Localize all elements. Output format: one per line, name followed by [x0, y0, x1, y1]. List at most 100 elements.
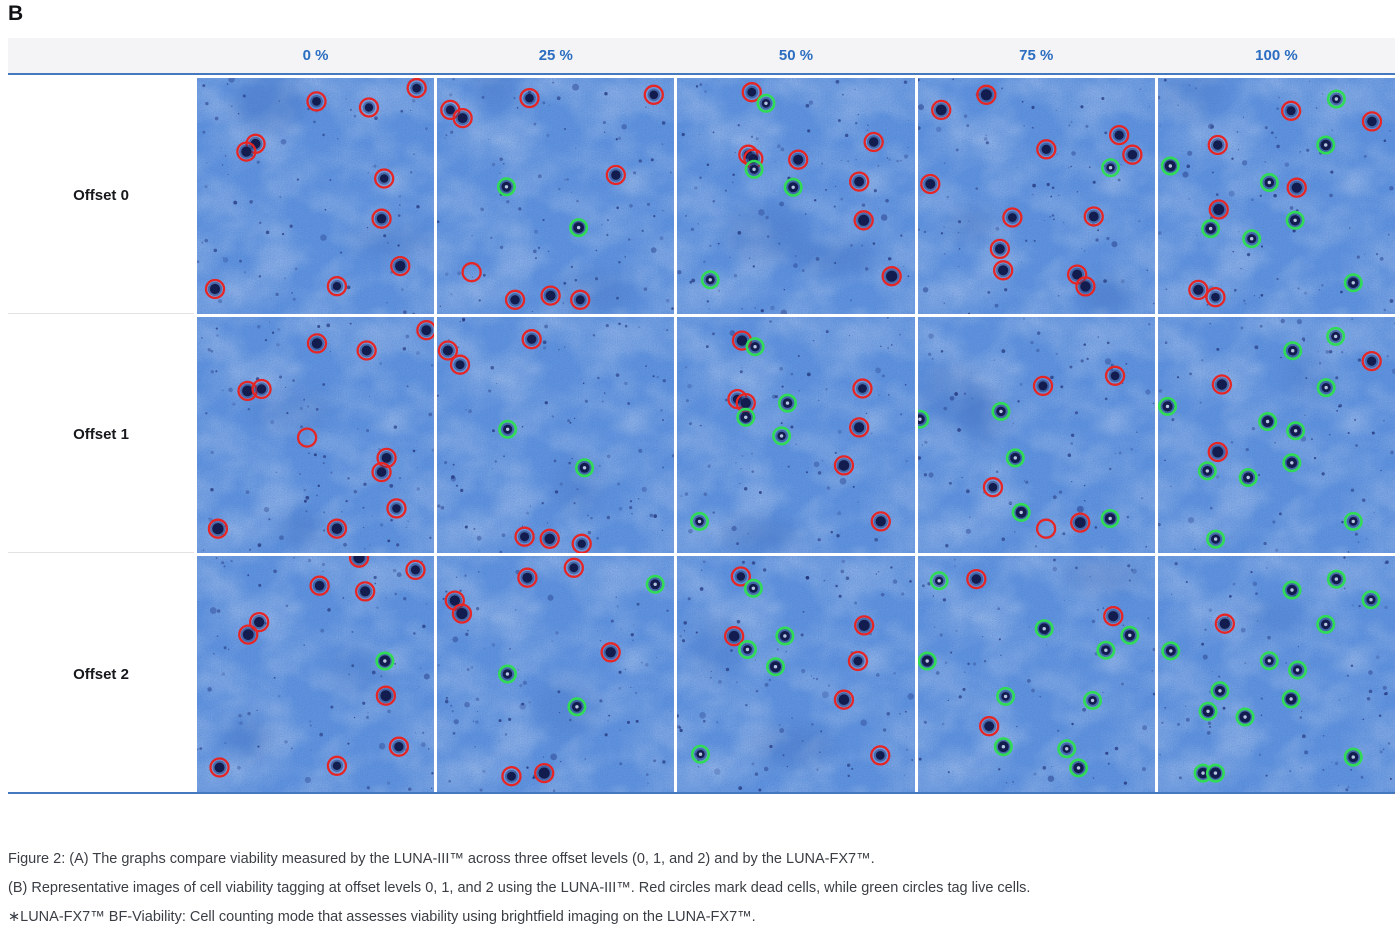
image-grid-table: 0 % 25 % 50 % 75 % 100 % Offset 0 Offset…	[8, 38, 1395, 794]
caption-line-3: ∗LUNA-FX7™ BF-Viability: Cell counting m…	[8, 909, 756, 925]
caption-line-2: (B) Representative images of cell viabil…	[8, 880, 1031, 896]
row-label-offset-1: Offset 1	[8, 317, 194, 553]
dead-cell-marker	[207, 518, 229, 539]
micrograph-offset2-50pct	[677, 556, 915, 792]
live-cell-marker	[993, 737, 1013, 757]
dead-cell-marker	[405, 559, 426, 581]
dead-cell-marker	[853, 210, 875, 231]
live-cell-marker	[1197, 461, 1217, 481]
micrograph-offset2-25pct	[437, 556, 675, 792]
micrograph-offset0-0pct	[197, 78, 435, 314]
dead-cell-marker	[989, 238, 1010, 260]
live-cell-marker	[1082, 690, 1102, 710]
empty-dead-marker	[296, 427, 318, 448]
dead-cell-marker	[570, 289, 591, 310]
dead-cell-marker	[386, 498, 407, 519]
row-offset-0: Offset 0	[8, 78, 1395, 314]
live-cell-marker	[498, 419, 518, 439]
live-cell-marker	[1157, 396, 1177, 416]
live-cell-marker	[1235, 707, 1255, 727]
dead-cell-marker	[306, 91, 327, 112]
dead-cell-marker	[248, 611, 270, 633]
live-cell-marker	[498, 664, 518, 684]
live-cell-marker	[784, 177, 804, 197]
micrograph-offset1-100pct	[1157, 317, 1395, 553]
dead-cell-marker	[209, 757, 230, 778]
dead-cell-marker	[852, 378, 874, 399]
row-label-offset-0: Offset 0	[8, 78, 194, 314]
row-offset-1: Offset 1	[8, 317, 1395, 553]
live-cell-marker	[1285, 210, 1305, 230]
empty-dead-marker	[461, 262, 482, 283]
live-cell-marker	[772, 426, 792, 446]
live-cell-marker	[1034, 619, 1054, 639]
live-cell-marker	[1005, 448, 1025, 468]
live-cell-marker	[1056, 739, 1076, 759]
dead-cell-marker	[1108, 124, 1129, 146]
dead-cell-marker	[204, 278, 226, 300]
micrograph-offset0-50pct	[677, 78, 915, 314]
micrograph-offset0-75pct	[917, 78, 1155, 314]
micrograph-offset0-25pct	[437, 78, 675, 314]
dead-cell-marker	[992, 260, 1013, 281]
live-cell-marker	[1326, 89, 1346, 109]
live-cell-marker	[1326, 569, 1346, 589]
dead-cell-marker	[965, 568, 987, 590]
live-cell-marker	[736, 407, 756, 427]
dead-cell-marker	[731, 566, 752, 587]
dead-cell-marker	[451, 603, 473, 624]
live-cell-marker	[1259, 173, 1279, 193]
dead-cell-marker	[881, 266, 903, 287]
dead-cell-marker	[870, 745, 891, 766]
dead-cell-marker	[724, 626, 745, 647]
dead-cell-marker	[788, 149, 809, 170]
caption-line-1: Figure 2: (A) The graphs compare viabili…	[8, 851, 875, 867]
live-cell-marker	[497, 177, 517, 197]
dilution-header-row: 0 % 25 % 50 % 75 % 100 %	[8, 38, 1395, 75]
live-cell-marker	[1282, 580, 1302, 600]
dead-cell-marker	[326, 755, 348, 776]
column-header-100pct: 100 %	[1255, 47, 1298, 64]
row-offset-2: Offset 2	[8, 556, 1395, 792]
live-cell-marker	[1011, 502, 1031, 522]
dead-cell-marker	[1032, 375, 1053, 397]
live-cell-marker	[917, 651, 937, 671]
dead-cell-marker	[854, 615, 875, 636]
live-cell-marker	[1068, 758, 1088, 778]
dead-cell-marker	[238, 624, 259, 645]
dead-cell-marker	[1121, 144, 1143, 165]
dead-cell-marker	[358, 97, 380, 118]
dead-cell-marker	[742, 82, 763, 103]
micrograph-offset1-75pct	[917, 317, 1155, 553]
live-cell-marker	[1325, 326, 1345, 346]
live-cell-marker	[744, 159, 764, 179]
live-cell-marker	[1285, 421, 1305, 441]
live-cell-marker	[1100, 509, 1120, 529]
dead-cell-marker	[643, 84, 665, 105]
live-cell-marker	[1241, 229, 1262, 249]
dead-cell-marker	[348, 556, 370, 568]
live-cell-marker	[691, 744, 711, 764]
dead-cell-marker	[834, 455, 855, 476]
live-cell-marker	[738, 640, 758, 660]
live-cell-marker	[645, 574, 665, 594]
live-cell-marker	[1283, 341, 1303, 361]
live-cell-marker	[756, 93, 776, 113]
header-spacer	[8, 38, 194, 73]
column-header-25pct: 25 %	[538, 47, 573, 64]
live-cell-marker	[1198, 701, 1218, 721]
dead-cell-marker	[871, 511, 892, 532]
dead-cell-marker	[356, 340, 377, 361]
live-cell-marker	[778, 393, 798, 413]
dead-cell-marker	[930, 99, 951, 121]
dead-cell-marker	[1280, 100, 1302, 121]
dead-cell-marker	[534, 762, 555, 784]
live-cell-marker	[1259, 651, 1279, 671]
live-cell-marker	[1343, 747, 1363, 767]
live-cell-marker	[375, 651, 395, 671]
dead-cell-marker	[1069, 512, 1091, 533]
dead-cell-marker	[519, 87, 540, 109]
dead-cell-marker	[236, 141, 257, 162]
live-cell-marker	[1257, 412, 1277, 432]
